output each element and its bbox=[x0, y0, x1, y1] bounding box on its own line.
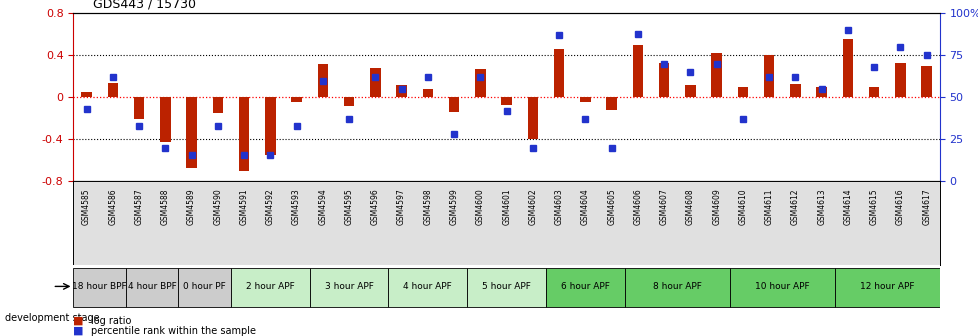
Bar bbox=[265, 97, 275, 155]
Text: GSM4606: GSM4606 bbox=[633, 188, 642, 225]
Bar bbox=[108, 83, 118, 97]
Bar bbox=[624, 267, 729, 307]
Text: GSM4599: GSM4599 bbox=[449, 188, 458, 225]
Bar bbox=[231, 267, 309, 307]
Text: GSM4604: GSM4604 bbox=[580, 188, 590, 225]
Bar bbox=[546, 267, 624, 307]
Text: GSM4612: GSM4612 bbox=[790, 188, 799, 225]
Text: 3 hour APF: 3 hour APF bbox=[325, 282, 374, 291]
Text: GSM4590: GSM4590 bbox=[213, 188, 222, 225]
Text: GSM4585: GSM4585 bbox=[82, 188, 91, 225]
Bar bbox=[711, 53, 721, 97]
Bar bbox=[126, 267, 178, 307]
Text: development stage: development stage bbox=[5, 312, 100, 323]
Bar bbox=[422, 89, 432, 97]
Text: GSM4587: GSM4587 bbox=[134, 188, 144, 225]
Text: GSM4586: GSM4586 bbox=[109, 188, 117, 225]
Bar bbox=[396, 85, 407, 97]
Text: GSM4614: GSM4614 bbox=[843, 188, 852, 225]
Bar bbox=[789, 84, 800, 97]
Text: GSM4613: GSM4613 bbox=[817, 188, 825, 225]
Bar bbox=[448, 97, 459, 112]
Text: GSM4594: GSM4594 bbox=[318, 188, 327, 225]
Bar bbox=[343, 97, 354, 106]
Text: 6 hour APF: 6 hour APF bbox=[560, 282, 609, 291]
Bar bbox=[159, 97, 170, 141]
Text: GSM4616: GSM4616 bbox=[895, 188, 904, 225]
Text: 12 hour APF: 12 hour APF bbox=[860, 282, 913, 291]
Text: GSM4591: GSM4591 bbox=[240, 188, 248, 225]
Bar bbox=[763, 55, 774, 97]
Bar bbox=[134, 97, 144, 120]
Text: 2 hour APF: 2 hour APF bbox=[245, 282, 294, 291]
Text: 18 hour BPF: 18 hour BPF bbox=[72, 282, 127, 291]
Bar bbox=[317, 64, 328, 97]
Bar bbox=[632, 45, 643, 97]
Bar bbox=[554, 49, 563, 97]
Bar bbox=[658, 63, 669, 97]
Bar bbox=[467, 267, 546, 307]
Text: GSM4610: GSM4610 bbox=[737, 188, 746, 225]
Text: GSM4600: GSM4600 bbox=[475, 188, 484, 225]
Text: ■: ■ bbox=[73, 326, 84, 336]
Bar bbox=[291, 97, 301, 101]
Text: GSM4593: GSM4593 bbox=[291, 188, 301, 225]
Text: GSM4588: GSM4588 bbox=[160, 188, 169, 225]
Bar bbox=[73, 267, 126, 307]
Bar bbox=[474, 69, 485, 97]
Bar bbox=[239, 97, 249, 171]
Text: GSM4595: GSM4595 bbox=[344, 188, 353, 225]
Text: GSM4615: GSM4615 bbox=[868, 188, 878, 225]
Bar bbox=[736, 87, 747, 97]
Text: GSM4597: GSM4597 bbox=[397, 188, 406, 225]
Text: GSM4605: GSM4605 bbox=[606, 188, 615, 225]
Bar bbox=[212, 97, 223, 113]
Bar bbox=[186, 97, 197, 168]
Text: GSM4609: GSM4609 bbox=[711, 188, 721, 225]
Text: GSM4607: GSM4607 bbox=[659, 188, 668, 225]
Text: 10 hour APF: 10 hour APF bbox=[754, 282, 809, 291]
Bar bbox=[605, 97, 616, 110]
Text: GSM4596: GSM4596 bbox=[371, 188, 379, 225]
Text: log ratio: log ratio bbox=[91, 316, 131, 326]
Text: GSM4601: GSM4601 bbox=[502, 188, 511, 225]
Bar bbox=[309, 267, 388, 307]
Text: 4 hour BPF: 4 hour BPF bbox=[128, 282, 176, 291]
Bar bbox=[816, 87, 826, 97]
Bar bbox=[868, 87, 878, 97]
Bar bbox=[388, 267, 467, 307]
Bar bbox=[501, 97, 511, 105]
Text: 5 hour APF: 5 hour APF bbox=[482, 282, 530, 291]
Bar bbox=[842, 39, 852, 97]
Text: GSM4598: GSM4598 bbox=[422, 188, 432, 225]
Text: GSM4589: GSM4589 bbox=[187, 188, 196, 225]
Text: GSM4617: GSM4617 bbox=[921, 188, 930, 225]
Bar bbox=[527, 97, 538, 139]
Bar bbox=[894, 63, 905, 97]
Bar bbox=[580, 97, 590, 101]
Text: GSM4592: GSM4592 bbox=[266, 188, 275, 225]
Bar bbox=[370, 68, 380, 97]
Text: GSM4608: GSM4608 bbox=[686, 188, 694, 225]
Bar bbox=[685, 85, 695, 97]
Text: 8 hour APF: 8 hour APF bbox=[652, 282, 701, 291]
Bar bbox=[920, 66, 931, 97]
Text: 0 hour PF: 0 hour PF bbox=[183, 282, 226, 291]
Bar bbox=[178, 267, 231, 307]
Text: GDS443 / 15730: GDS443 / 15730 bbox=[93, 0, 196, 10]
Bar bbox=[729, 267, 834, 307]
Text: GSM4602: GSM4602 bbox=[528, 188, 537, 225]
Text: GSM4603: GSM4603 bbox=[555, 188, 563, 225]
Text: 4 hour APF: 4 hour APF bbox=[403, 282, 452, 291]
Bar bbox=[81, 92, 92, 97]
Text: ■: ■ bbox=[73, 316, 84, 326]
Bar bbox=[834, 267, 939, 307]
Text: GSM4611: GSM4611 bbox=[764, 188, 773, 225]
Text: percentile rank within the sample: percentile rank within the sample bbox=[91, 326, 256, 336]
